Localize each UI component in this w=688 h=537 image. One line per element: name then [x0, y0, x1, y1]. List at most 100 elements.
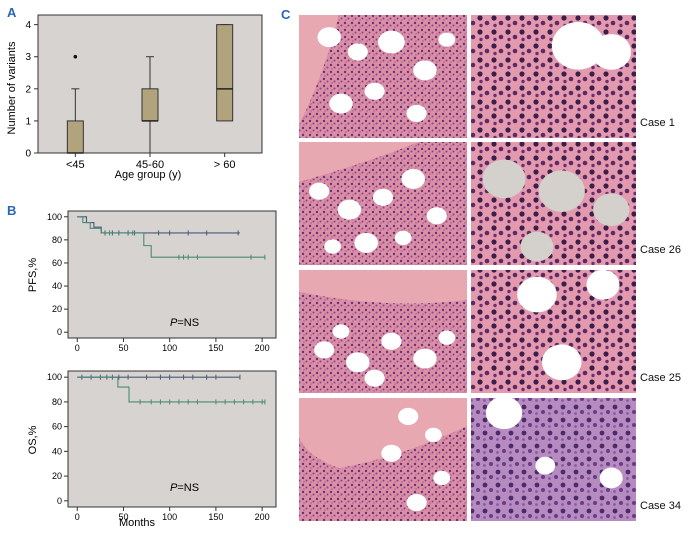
survival-curve: [77, 216, 265, 258]
y-tick-label: 60: [52, 258, 62, 268]
fat-vacuole: [329, 93, 353, 114]
p-value-text: =NS: [177, 317, 199, 329]
pfs-y-axis-label: PFS,%: [27, 258, 39, 292]
panel-label-a: A: [7, 5, 17, 20]
x-tick-label: 150: [208, 343, 223, 353]
y-tick-label: 4: [25, 20, 31, 31]
fat-vacuole: [317, 27, 341, 48]
bone-trabecula: [299, 270, 467, 304]
x-tick-label: 200: [255, 343, 270, 353]
box: [141, 88, 159, 122]
y-tick-label: 0: [25, 149, 31, 160]
fat-vacuole: [394, 230, 412, 246]
panel-label-b: B: [7, 203, 16, 218]
fat-vacuole: [377, 30, 405, 54]
y-axis-label: Number of variants: [6, 41, 18, 134]
panel-label-c: C: [281, 7, 291, 22]
fat-vacuole: [406, 493, 427, 512]
fat-vacuole: [347, 43, 368, 61]
x-tick-label: 50: [118, 512, 128, 522]
y-tick-label: 100: [47, 372, 62, 382]
fat-vacuole: [433, 470, 451, 486]
fat-vacuole: [332, 324, 350, 339]
fat-vacuole: [372, 188, 394, 206]
fat-vacuole: [381, 444, 402, 462]
fat-vacuole: [337, 199, 362, 220]
fat-vacuole: [541, 344, 582, 381]
fat-vacuole: [406, 104, 427, 122]
bone-trabecula: [299, 398, 467, 468]
y-tick-label: 40: [52, 281, 62, 291]
x-tick-label: <45: [66, 159, 85, 171]
y-tick-label: 100: [47, 212, 62, 222]
case-label: Case 26: [640, 244, 681, 256]
os-x-axis-label: Months: [119, 517, 156, 529]
x-axis-label: Age group (y): [115, 169, 182, 181]
fat-vacuole: [364, 369, 385, 387]
fat-vacuole: [314, 341, 335, 359]
x-tick-label: 150: [208, 512, 223, 522]
case-label: Case 34: [640, 500, 681, 512]
fat-vacuole: [586, 269, 620, 300]
x-tick-label: 0: [75, 343, 80, 353]
y-tick-label: 2: [25, 84, 31, 95]
fat-vacuole: [381, 332, 402, 350]
fat-vacuole: [485, 396, 523, 430]
plot-os-background: [67, 370, 277, 508]
y-tick-label: 20: [52, 304, 62, 314]
p-symbol: P: [170, 317, 178, 329]
fat-vacuole: [438, 330, 456, 345]
p-value-text: =NS: [177, 482, 199, 494]
fat-vacuole: [426, 207, 447, 225]
p-symbol: P: [170, 482, 178, 494]
fat-vacuole: [538, 170, 585, 212]
fat-vacuole: [346, 352, 370, 373]
panel-c-histology: Case 1 Case 26 Case 25 Case 34: [299, 15, 681, 521]
os-y-axis-label: OS,%: [27, 425, 39, 454]
case-label: Case 25: [640, 372, 681, 384]
box: [66, 120, 84, 154]
fat-vacuole: [591, 34, 632, 70]
plot-pfs-background: [67, 210, 277, 339]
fat-vacuole: [354, 232, 378, 253]
fat-vacuole: [413, 60, 437, 81]
micrograph-high-power: [471, 15, 636, 138]
pfs-p-value: P=NS: [170, 317, 199, 329]
fat-vacuole: [438, 32, 456, 47]
x-tick-label: 45-60: [136, 159, 164, 171]
box: [216, 24, 234, 122]
outlier-point: [73, 54, 78, 59]
x-tick-label: 0: [75, 512, 80, 522]
fat-vacuole: [398, 407, 419, 426]
y-tick-label: 80: [52, 235, 62, 245]
panel-a-boxplot: Number of variants Age group (y) 0 1 2 3 4 <4…: [6, 14, 263, 181]
fat-vacuole: [401, 168, 425, 189]
y-tick-label: 0: [57, 496, 62, 506]
survival-curve: [77, 376, 265, 403]
case-label: Case 1: [640, 117, 675, 129]
y-tick-label: 3: [25, 52, 31, 63]
y-tick-label: 1: [25, 116, 31, 127]
os-p-value: P=NS: [170, 482, 199, 494]
fat-vacuole: [520, 231, 554, 262]
panel-b-pfs-plot: PFS,% P=NS 0 20 40 60 80 100 0 50 100 150 200: [27, 210, 277, 353]
y-tick-label: 0: [57, 327, 62, 337]
y-tick-label: 80: [52, 397, 62, 407]
fat-vacuole: [517, 276, 557, 313]
fat-vacuole: [309, 182, 330, 200]
x-tick-label: 200: [255, 512, 270, 522]
bone-trabecula: [299, 142, 419, 182]
y-tick-label: 60: [52, 422, 62, 432]
x-tick-label: > 60: [214, 159, 236, 171]
fat-vacuole: [551, 21, 605, 70]
fat-vacuole: [324, 239, 341, 254]
fat-vacuole: [425, 427, 442, 443]
fat-vacuole: [413, 348, 437, 369]
panel-b-os-plot: OS,% P=NS Months 0 20 40 60 80 100 0 50 100 150 20…: [27, 370, 277, 529]
x-tick-label: 100: [162, 512, 177, 522]
x-tick-label: 50: [118, 343, 128, 353]
fat-vacuole: [364, 82, 385, 100]
fat-vacuole: [482, 159, 526, 199]
fat-vacuole: [535, 456, 556, 475]
